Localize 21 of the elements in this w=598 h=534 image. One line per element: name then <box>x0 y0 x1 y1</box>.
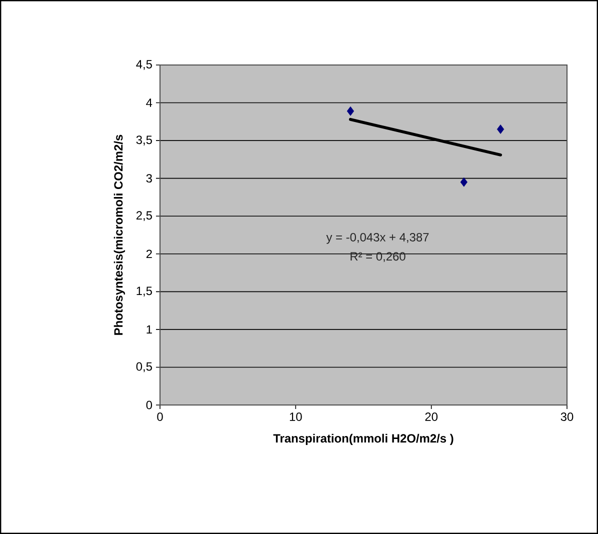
y-tick-label: 4 <box>146 98 152 107</box>
point <box>346 106 354 116</box>
y-tick-label: 1,5 <box>136 286 152 297</box>
x-tick-label: 30 <box>560 412 574 421</box>
x-tick-label: 0 <box>157 412 163 421</box>
y-tick-label: 2,5 <box>136 211 152 222</box>
x-axis-title: Transpiration(mmoli H2O/m2/s ) <box>273 434 454 445</box>
y-tick-label: 4,5 <box>136 60 152 70</box>
annotation: R² = 0,260 <box>350 252 406 262</box>
y-tick-label: 1 <box>146 325 152 334</box>
y-tick-label: 0 <box>146 400 152 410</box>
annotation: y = -0,043x + 4,387 <box>326 232 429 244</box>
y-axis-title: Photosyntesis(micromoli CO2/m2/s <box>114 134 126 335</box>
x-tick-label: 10 <box>290 412 302 421</box>
x-tick-label: 20 <box>425 412 438 421</box>
y-tick-label: 3,5 <box>136 136 152 146</box>
y-tick-label: 0,5 <box>136 362 152 372</box>
y-tick-label: 3 <box>146 174 152 183</box>
point <box>460 177 468 187</box>
point <box>496 124 504 134</box>
y-tick-label: 2 <box>146 250 152 258</box>
